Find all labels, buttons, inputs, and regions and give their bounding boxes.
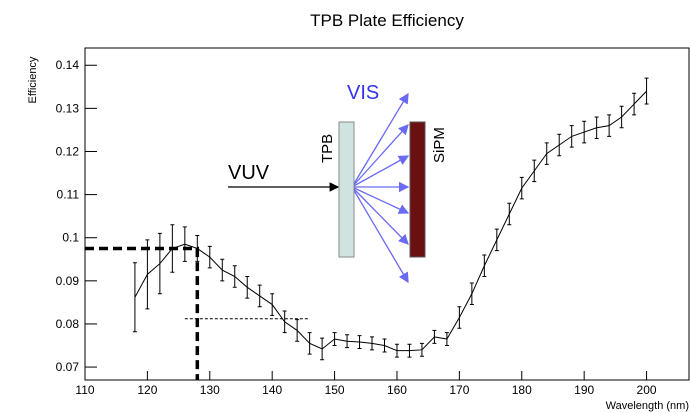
error-bar — [457, 306, 462, 329]
error-bar — [282, 310, 287, 334]
error-bar — [157, 232, 162, 295]
y-tick-label: 0.07 — [56, 360, 80, 374]
y-tick-label: 0.09 — [56, 274, 80, 288]
x-tick-label: 190 — [574, 383, 594, 397]
x-tick-label: 140 — [262, 383, 282, 397]
error-bar — [295, 319, 300, 342]
error-bar — [370, 336, 375, 351]
error-bar — [582, 120, 587, 144]
y-tick-label: 0.12 — [56, 144, 80, 158]
x-tick-label: 150 — [325, 383, 345, 397]
x-tick-label: 110 — [75, 383, 94, 397]
error-bar — [182, 226, 187, 262]
chart-title: TPB Plate Efficiency — [310, 11, 464, 30]
error-bar — [207, 245, 212, 269]
error-bar — [345, 334, 350, 349]
error-bar — [170, 224, 175, 273]
sipm-label: SiPM — [431, 127, 448, 163]
error-bar — [195, 235, 200, 262]
error-bar — [494, 228, 499, 252]
tpb-label: TPB — [319, 134, 336, 163]
error-bar — [569, 125, 574, 148]
vis-arrows — [351, 92, 410, 284]
error-bar — [482, 254, 487, 278]
error-bar — [644, 77, 649, 105]
error-bar — [320, 337, 325, 361]
y-tick-label: 0.1 — [62, 231, 79, 245]
tpb-plate — [338, 121, 355, 258]
error-bar — [519, 176, 524, 200]
error-bar — [145, 239, 150, 310]
x-tick-label: 160 — [387, 383, 407, 397]
error-bar — [245, 276, 250, 299]
data-line — [134, 90, 647, 352]
plot-frame — [84, 47, 690, 381]
error-bar — [257, 284, 262, 308]
y-tick-label: 0.08 — [56, 317, 80, 331]
y-tick-label: 0.11 — [57, 188, 80, 202]
x-axis-label: Wavelength (nm) — [606, 400, 689, 412]
error-bar — [619, 105, 624, 129]
error-bar — [632, 92, 637, 116]
x-tick-label: 170 — [449, 383, 469, 397]
vis-label: VIS — [347, 82, 379, 104]
inset-diagram: VIS VUV TPB SiPM — [228, 82, 448, 284]
error-bar — [532, 159, 537, 183]
error-bar — [432, 329, 437, 344]
error-bar — [307, 332, 312, 355]
error-bar — [407, 343, 412, 358]
error-bar — [220, 258, 225, 282]
x-tick-label: 130 — [200, 383, 220, 397]
x-tick-label: 120 — [137, 383, 157, 397]
error-bar — [557, 133, 562, 157]
vuv-label: VUV — [228, 162, 270, 184]
error-bar — [332, 332, 337, 347]
y-tick-label: 0.13 — [56, 101, 80, 115]
x-tick-label: 180 — [512, 383, 532, 397]
error-bar — [594, 116, 599, 140]
x-tick-label: 200 — [637, 383, 657, 397]
sipm — [409, 121, 426, 258]
error-bar — [394, 343, 399, 358]
error-bar — [544, 142, 549, 165]
error-bar — [419, 342, 424, 357]
error-bar — [232, 265, 237, 288]
error-bar — [382, 338, 387, 353]
peak-guide — [85, 246, 200, 380]
y-tick-label: 0.14 — [56, 58, 80, 72]
error-bar — [444, 332, 449, 347]
error-bar — [469, 282, 474, 306]
error-bar — [270, 293, 275, 316]
y-axis-label: Efficiency — [27, 56, 39, 103]
error-bar — [607, 114, 612, 137]
error-bar — [132, 262, 137, 333]
error-bar — [357, 335, 362, 350]
error-bar — [507, 202, 512, 226]
